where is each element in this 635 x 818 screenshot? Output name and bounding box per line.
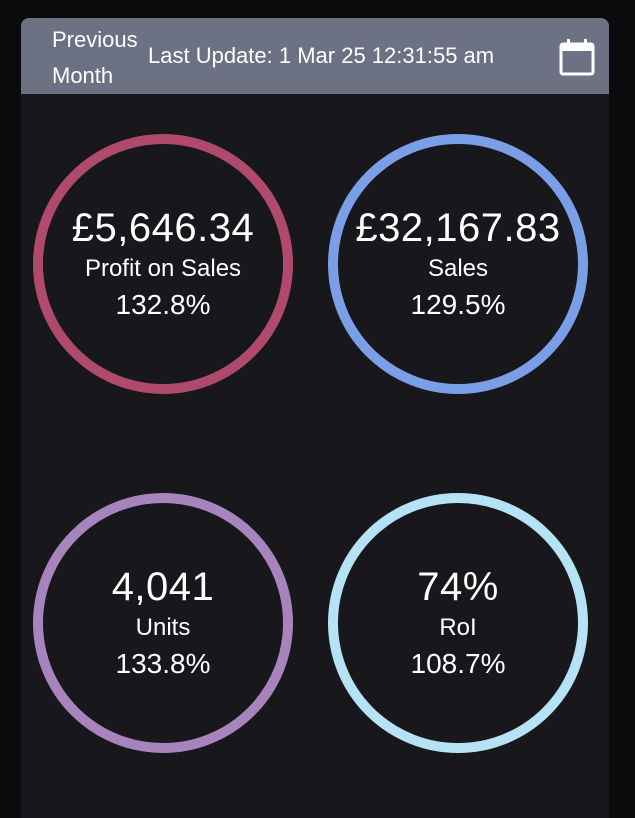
metric-label: Profit on Sales (84, 255, 242, 282)
metric-value: 4,041 (111, 565, 215, 609)
metric-label: Units (135, 614, 191, 641)
metric-change: 129.5% (410, 289, 506, 320)
metric-value: £32,167.83 (355, 206, 561, 250)
period-label[interactable]: Previous Month (52, 27, 138, 88)
calendar-button[interactable] (558, 38, 596, 76)
metric-value: 74% (417, 565, 499, 609)
units-tile[interactable]: 4,041 Units 133.8% (33, 493, 293, 753)
metric-label: Sales (427, 255, 489, 282)
metric-change: 132.8% (115, 289, 211, 320)
calendar-icon (559, 39, 595, 76)
metric-value: £5,646.34 (71, 206, 255, 250)
dashboard-panel: Previous Month Last Update: 1 Mar 25 12:… (21, 18, 609, 818)
roi-tile[interactable]: 74% RoI 108.7% (328, 493, 588, 753)
metric-label: RoI (439, 614, 477, 641)
last-update-text: Last Update: 1 Mar 25 12:31:55 am (148, 43, 495, 68)
dashboard-header: Previous Month Last Update: 1 Mar 25 12:… (21, 18, 609, 94)
metric-change: 108.7% (410, 648, 506, 679)
metric-change: 133.8% (115, 648, 211, 679)
sales-tile[interactable]: £32,167.83 Sales 129.5% (328, 134, 588, 394)
profit-on-sales-tile[interactable]: £5,646.34 Profit on Sales 132.8% (33, 134, 293, 394)
